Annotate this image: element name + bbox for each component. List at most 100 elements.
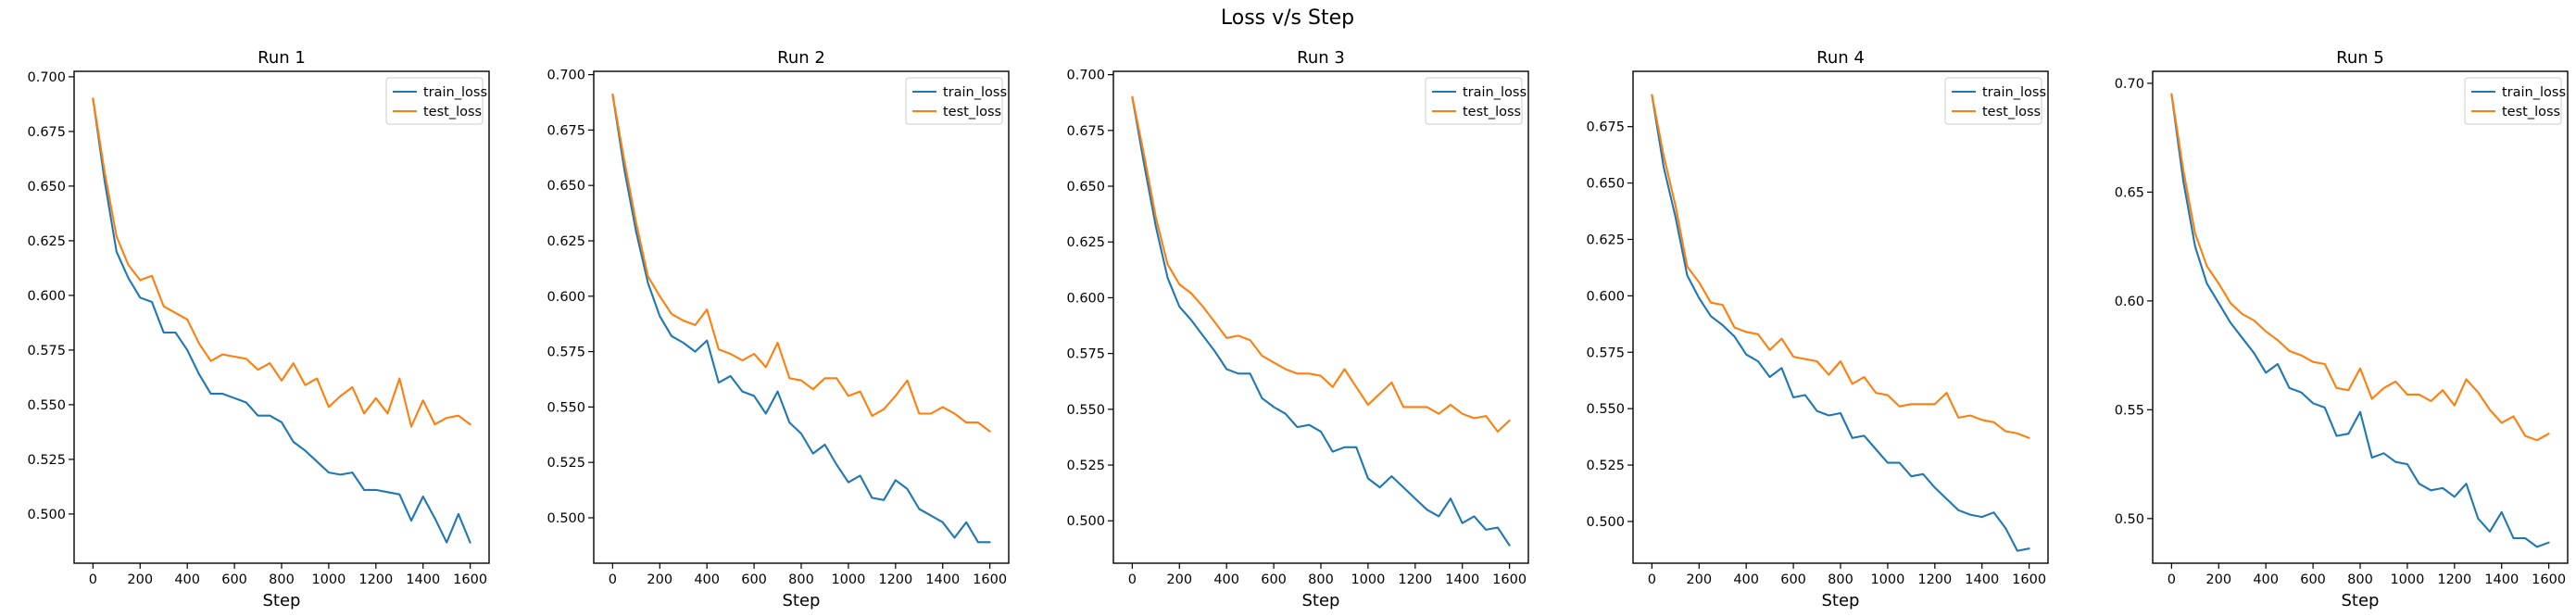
series-line-train-loss xyxy=(92,97,471,544)
y-tick-label: 0.500 xyxy=(1066,514,1105,529)
legend-box xyxy=(905,77,1003,125)
x-tick-label: 1400 xyxy=(406,572,440,587)
x-tick-label: 1600 xyxy=(973,572,1007,587)
x-tick-label: 0 xyxy=(89,572,97,587)
x-tick-label: 600 xyxy=(2300,572,2326,587)
y-tick-label: 0.675 xyxy=(1066,124,1105,139)
plot-frame xyxy=(593,70,1010,564)
legend-box xyxy=(385,77,484,125)
x-tick-label: 1600 xyxy=(453,572,487,587)
legend: train_loss test_loss xyxy=(385,77,487,125)
y-tick-label: 0.500 xyxy=(1586,515,1625,530)
plot-frame xyxy=(1112,70,1529,564)
chart-title: Run 2 xyxy=(777,48,825,68)
y-tick-label: 0.600 xyxy=(1586,289,1625,304)
legend-entry: test_loss xyxy=(423,105,482,119)
x-tick-label: 1600 xyxy=(2012,572,2046,587)
y-tick-label: 0.625 xyxy=(1586,233,1625,247)
y-tick-label: 0.625 xyxy=(1066,235,1105,250)
legend-entry: train_loss xyxy=(1982,85,2046,100)
y-tick-label: 0.550 xyxy=(547,400,585,415)
x-tick-label: 1200 xyxy=(1917,572,1952,587)
x-tick-label: 800 xyxy=(269,572,295,587)
y-tick-label: 0.575 xyxy=(27,344,66,358)
x-tick-label: 400 xyxy=(1213,572,1239,587)
chart-panel-3: 0 200 400 600 800 1000 1200 1400 1600 0.500 0.525 0… xyxy=(1066,48,1529,610)
legend: train_loss test_loss xyxy=(2464,77,2566,125)
y-tick-label: 0.550 xyxy=(1066,403,1105,418)
x-tick-label: 0 xyxy=(609,572,617,587)
x-tick-label: 1200 xyxy=(2437,572,2471,587)
plot-frame xyxy=(1632,70,2049,564)
y-tick-label: 0.65 xyxy=(2115,185,2144,200)
chart-title: Run 4 xyxy=(1816,48,1865,68)
series-line-train-loss xyxy=(1131,95,1511,547)
series-line-test-loss xyxy=(92,97,471,428)
x-tick-label: 800 xyxy=(1828,572,1853,587)
y-tick-label: 0.500 xyxy=(27,508,66,522)
x-axis-label: Step xyxy=(1302,591,1340,610)
chart-panel-4: 0 200 400 600 800 1000 1200 1400 1600 0.500 0.525 0… xyxy=(1586,48,2049,610)
legend-entry: test_loss xyxy=(1463,105,1521,119)
y-tick-label: 0.525 xyxy=(1066,459,1105,473)
x-axis-label: Step xyxy=(2342,591,2380,610)
y-tick-label: 0.700 xyxy=(547,69,585,83)
y-tick-label: 0.600 xyxy=(1066,291,1105,306)
x-tick-label: 600 xyxy=(1780,572,1806,587)
x-tick-label: 800 xyxy=(1308,572,1334,587)
y-tick-label: 0.525 xyxy=(1586,459,1625,473)
y-tick-label: 0.600 xyxy=(547,290,585,305)
series-line-test-loss xyxy=(1651,94,2030,439)
x-tick-label: 1400 xyxy=(925,572,960,587)
y-tick-label: 0.675 xyxy=(27,125,66,140)
chart-panel-1: 0 200 400 600 800 1000 1200 1400 1600 0.500 0.525 0… xyxy=(27,48,490,610)
y-tick-label: 0.700 xyxy=(27,70,66,85)
y-tick-label: 0.50 xyxy=(2115,512,2144,527)
series-line-test-loss xyxy=(611,94,991,433)
y-tick-label: 0.70 xyxy=(2115,77,2144,92)
x-tick-label: 600 xyxy=(221,572,247,587)
series-line-train-loss xyxy=(611,94,991,544)
chart-panel-5: 0 200 400 600 800 1000 1200 1400 1600 0.50 0.55 0.6… xyxy=(2115,48,2569,610)
legend-entry: train_loss xyxy=(1463,85,1527,100)
legend-entry: test_loss xyxy=(943,105,1001,119)
y-tick-label: 0.600 xyxy=(27,289,66,304)
x-tick-label: 1000 xyxy=(1870,572,1904,587)
series-line-train-loss xyxy=(2170,93,2550,548)
y-tick-label: 0.625 xyxy=(547,234,585,249)
x-tick-label: 200 xyxy=(1166,572,1192,587)
y-tick-label: 0.550 xyxy=(1586,402,1625,417)
y-tick-label: 0.575 xyxy=(547,346,585,360)
x-tick-label: 0 xyxy=(1648,572,1656,587)
x-tick-label: 1600 xyxy=(1492,572,1527,587)
legend-entry: test_loss xyxy=(2502,105,2560,119)
y-tick-label: 0.550 xyxy=(27,398,66,413)
y-tick-label: 0.625 xyxy=(27,234,66,249)
legend-entry: train_loss xyxy=(2502,85,2566,100)
x-tick-label: 0 xyxy=(1128,572,1137,587)
y-tick-label: 0.650 xyxy=(1066,180,1105,195)
y-tick-label: 0.650 xyxy=(1586,177,1625,192)
series-line-train-loss xyxy=(1651,94,2030,552)
series-line-test-loss xyxy=(2170,93,2550,442)
legend: train_loss test_loss xyxy=(1425,77,1527,125)
x-tick-label: 0 xyxy=(2168,572,2176,587)
legend-box xyxy=(2464,77,2562,125)
y-tick-label: 0.650 xyxy=(547,179,585,194)
series-line-test-loss xyxy=(1131,95,1511,433)
x-tick-label: 1400 xyxy=(2484,572,2519,587)
x-tick-label: 800 xyxy=(2347,572,2373,587)
x-tick-label: 200 xyxy=(2205,572,2231,587)
y-tick-label: 0.60 xyxy=(2115,295,2144,309)
x-tick-label: 600 xyxy=(741,572,767,587)
x-tick-label: 200 xyxy=(647,572,672,587)
plot-frame xyxy=(73,70,490,564)
x-tick-label: 1600 xyxy=(2532,572,2566,587)
y-tick-label: 0.650 xyxy=(27,180,66,195)
legend-box xyxy=(1425,77,1523,125)
x-tick-label: 400 xyxy=(1733,572,1759,587)
y-tick-label: 0.575 xyxy=(1586,346,1625,360)
x-tick-label: 1000 xyxy=(2390,572,2424,587)
figure-title: Loss v/s Step xyxy=(1221,6,1354,30)
x-tick-label: 400 xyxy=(174,572,200,587)
